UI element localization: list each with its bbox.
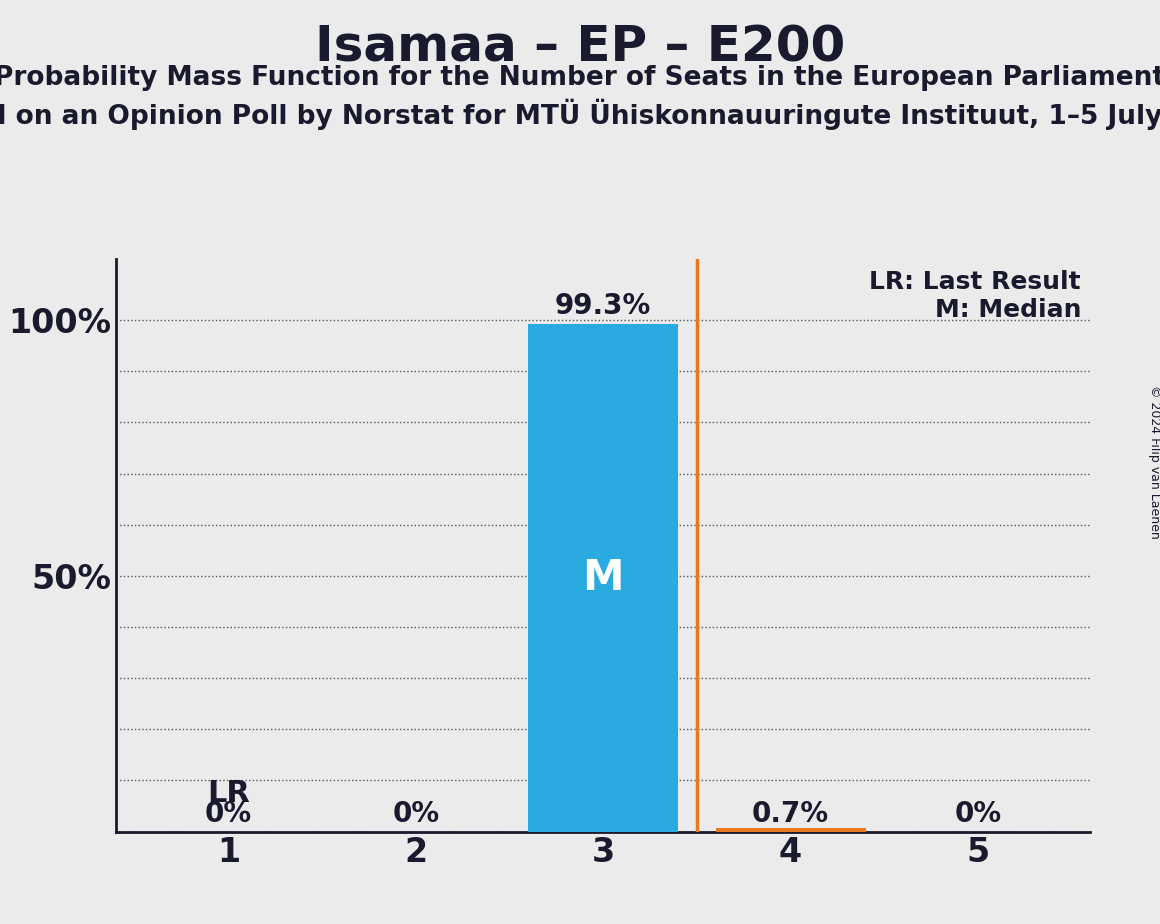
Text: 0%: 0%	[392, 799, 440, 828]
Text: 0%: 0%	[205, 799, 252, 828]
Bar	[528, 323, 679, 832]
Text: M: Median: M: Median	[935, 298, 1081, 322]
Text: LR: Last Result: LR: Last Result	[869, 270, 1081, 294]
Text: LR: LR	[206, 779, 249, 808]
Text: © 2024 Filip van Laenen: © 2024 Filip van Laenen	[1147, 385, 1160, 539]
Text: Probability Mass Function for the Number of Seats in the European Parliament: Probability Mass Function for the Number…	[0, 65, 1160, 91]
Bar	[716, 828, 865, 832]
Text: Based on an Opinion Poll by Norstat for MTÜ Ühiskonnauuringute Instituut, 1–5 Ju: Based on an Opinion Poll by Norstat for …	[0, 99, 1160, 130]
Bar	[716, 828, 865, 832]
Text: M: M	[582, 556, 624, 599]
Text: 0%: 0%	[955, 799, 1001, 828]
Text: 99.3%: 99.3%	[556, 292, 651, 320]
Text: 0.7%: 0.7%	[752, 799, 829, 828]
Text: Isamaa – EP – E200: Isamaa – EP – E200	[314, 23, 846, 71]
